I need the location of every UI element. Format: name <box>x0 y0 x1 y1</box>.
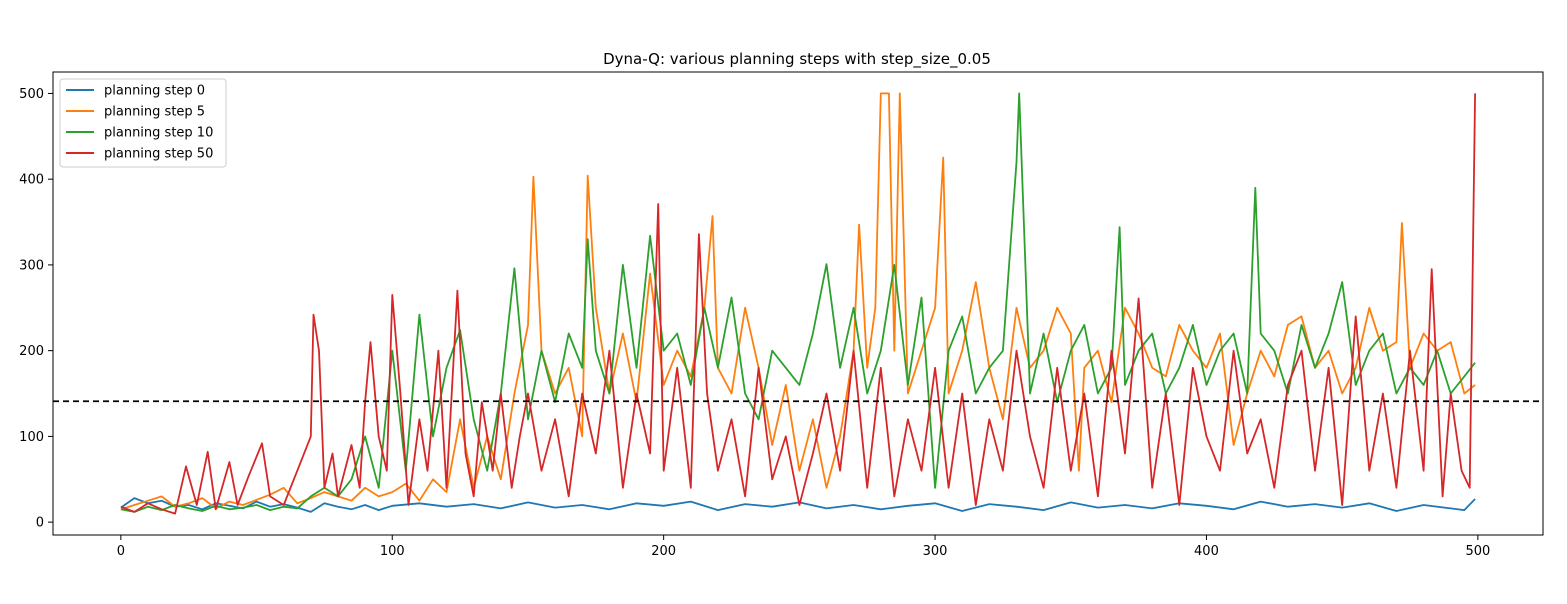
legend: planning step 0 planning step 5 planning s… <box>59 78 227 168</box>
y-tick-label: 500 <box>19 87 44 102</box>
x-tick-label: 400 <box>1194 544 1219 559</box>
x-tick-label: 500 <box>1465 544 1490 559</box>
legend-label: planning step 0 <box>104 84 205 99</box>
chart-title: Dyna-Q: various planning steps with step… <box>603 50 991 69</box>
x-tick-label: 300 <box>923 544 948 559</box>
legend-label: planning step 5 <box>104 105 205 120</box>
legend-box <box>59 78 227 168</box>
legend-label: planning step 50 <box>104 147 213 162</box>
y-tick-label: 400 <box>19 173 44 188</box>
y-tick-label: 0 <box>36 516 44 531</box>
legend-label: planning step 10 <box>104 126 213 141</box>
axes: 0 100 200 300 400 500 0 100 200 300 400 500 <box>19 71 1544 559</box>
x-tick-label: 100 <box>380 544 405 559</box>
y-tick-label: 100 <box>19 430 44 445</box>
plot-area <box>53 92 1543 515</box>
x-tick-label: 200 <box>651 544 676 559</box>
series-line-2 <box>120 92 1476 511</box>
y-tick-label: 200 <box>19 344 44 359</box>
series-line-3 <box>120 92 1476 513</box>
series-line-4 <box>120 93 1476 515</box>
series-line-1 <box>120 497 1476 513</box>
plot-frame <box>52 71 1544 536</box>
x-tick-label: 0 <box>117 544 125 559</box>
y-tick-label: 300 <box>19 258 44 273</box>
